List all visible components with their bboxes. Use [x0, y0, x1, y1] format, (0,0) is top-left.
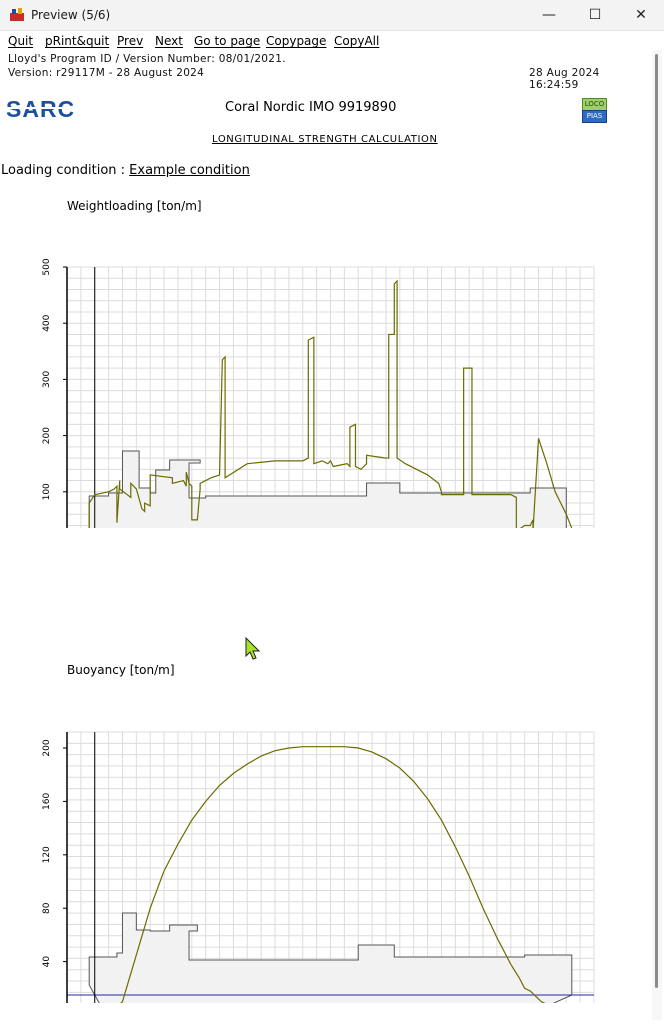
- maximize-button[interactable]: ☐: [572, 0, 618, 30]
- y-tick-label: 400: [42, 314, 52, 331]
- y-tick-label: 120: [42, 846, 52, 863]
- close-icon: ✕: [635, 7, 647, 23]
- menu-bar: Quit pRint&quit Prev Next Go to page Cop…: [0, 31, 664, 50]
- vessel-name: Coral Nordic IMO 9919890: [225, 100, 397, 115]
- y-tick-label: 200: [42, 427, 52, 444]
- y-tick-label: 80: [42, 902, 52, 914]
- maximize-icon: ☐: [588, 7, 602, 23]
- menu-print-quit[interactable]: pRint&quit: [45, 34, 110, 48]
- loading-condition-value: Example condition: [129, 163, 250, 178]
- menu-copyall[interactable]: CopyAll: [334, 34, 380, 48]
- y-tick-label: 500: [42, 258, 52, 275]
- document-page: Lloyd's Program ID / Version Number: 08/…: [0, 50, 652, 1020]
- menu-prev[interactable]: Prev: [117, 34, 144, 48]
- version-line: Version: r29117M - 28 August 2024: [8, 67, 205, 79]
- minimize-icon: —: [542, 7, 556, 23]
- window-title: Preview (5/6): [31, 8, 111, 22]
- minimize-button[interactable]: —: [526, 0, 572, 30]
- hull-silhouette: [88, 450, 567, 528]
- weightloading-chart: -100204060801001201401601800100200300400…: [42, 258, 595, 528]
- menu-next[interactable]: Next: [155, 34, 183, 48]
- buoyancy-chart: -100204060801001201401601800408012016020…: [42, 731, 595, 1003]
- chart-title-buoyancy: Buoyancy [ton/m]: [67, 663, 175, 677]
- timestamp: 28 Aug 2024 16:24:59: [529, 67, 600, 91]
- y-tick-label: 40: [42, 956, 52, 968]
- app-icon: [10, 8, 24, 21]
- loading-condition-label: Loading condition :: [1, 163, 130, 178]
- series-line: [88, 279, 573, 528]
- calc-title: LONGITUDINAL STRENGTH CALCULATION: [212, 134, 438, 145]
- y-tick-label: 200: [42, 739, 52, 756]
- sarc-logo: SARC: [6, 97, 104, 121]
- window-titlebar: Preview (5/6) — ☐ ✕: [0, 0, 664, 31]
- hull-silhouette: [88, 912, 573, 1003]
- close-button[interactable]: ✕: [618, 0, 664, 30]
- loading-condition: Loading condition : Example condition: [1, 163, 250, 178]
- y-tick-label: 100: [42, 483, 52, 500]
- menu-copypage[interactable]: Copypage: [266, 34, 327, 48]
- mouse-cursor-icon: [245, 637, 260, 660]
- program-id-line: Lloyd's Program ID / Version Number: 08/…: [8, 53, 286, 65]
- menu-go-to-page[interactable]: Go to page: [194, 34, 261, 48]
- chart-title-weightloading: Weightloading [ton/m]: [67, 199, 202, 213]
- scrollbar-thumb[interactable]: [655, 54, 658, 988]
- menu-quit[interactable]: Quit: [8, 34, 34, 48]
- series-line: [120, 746, 546, 1003]
- y-tick-label: 300: [42, 371, 52, 388]
- vertical-scrollbar[interactable]: [652, 50, 662, 1020]
- loco-pias-badge: LOCO PIAS: [582, 98, 607, 123]
- y-tick-label: 160: [42, 793, 52, 810]
